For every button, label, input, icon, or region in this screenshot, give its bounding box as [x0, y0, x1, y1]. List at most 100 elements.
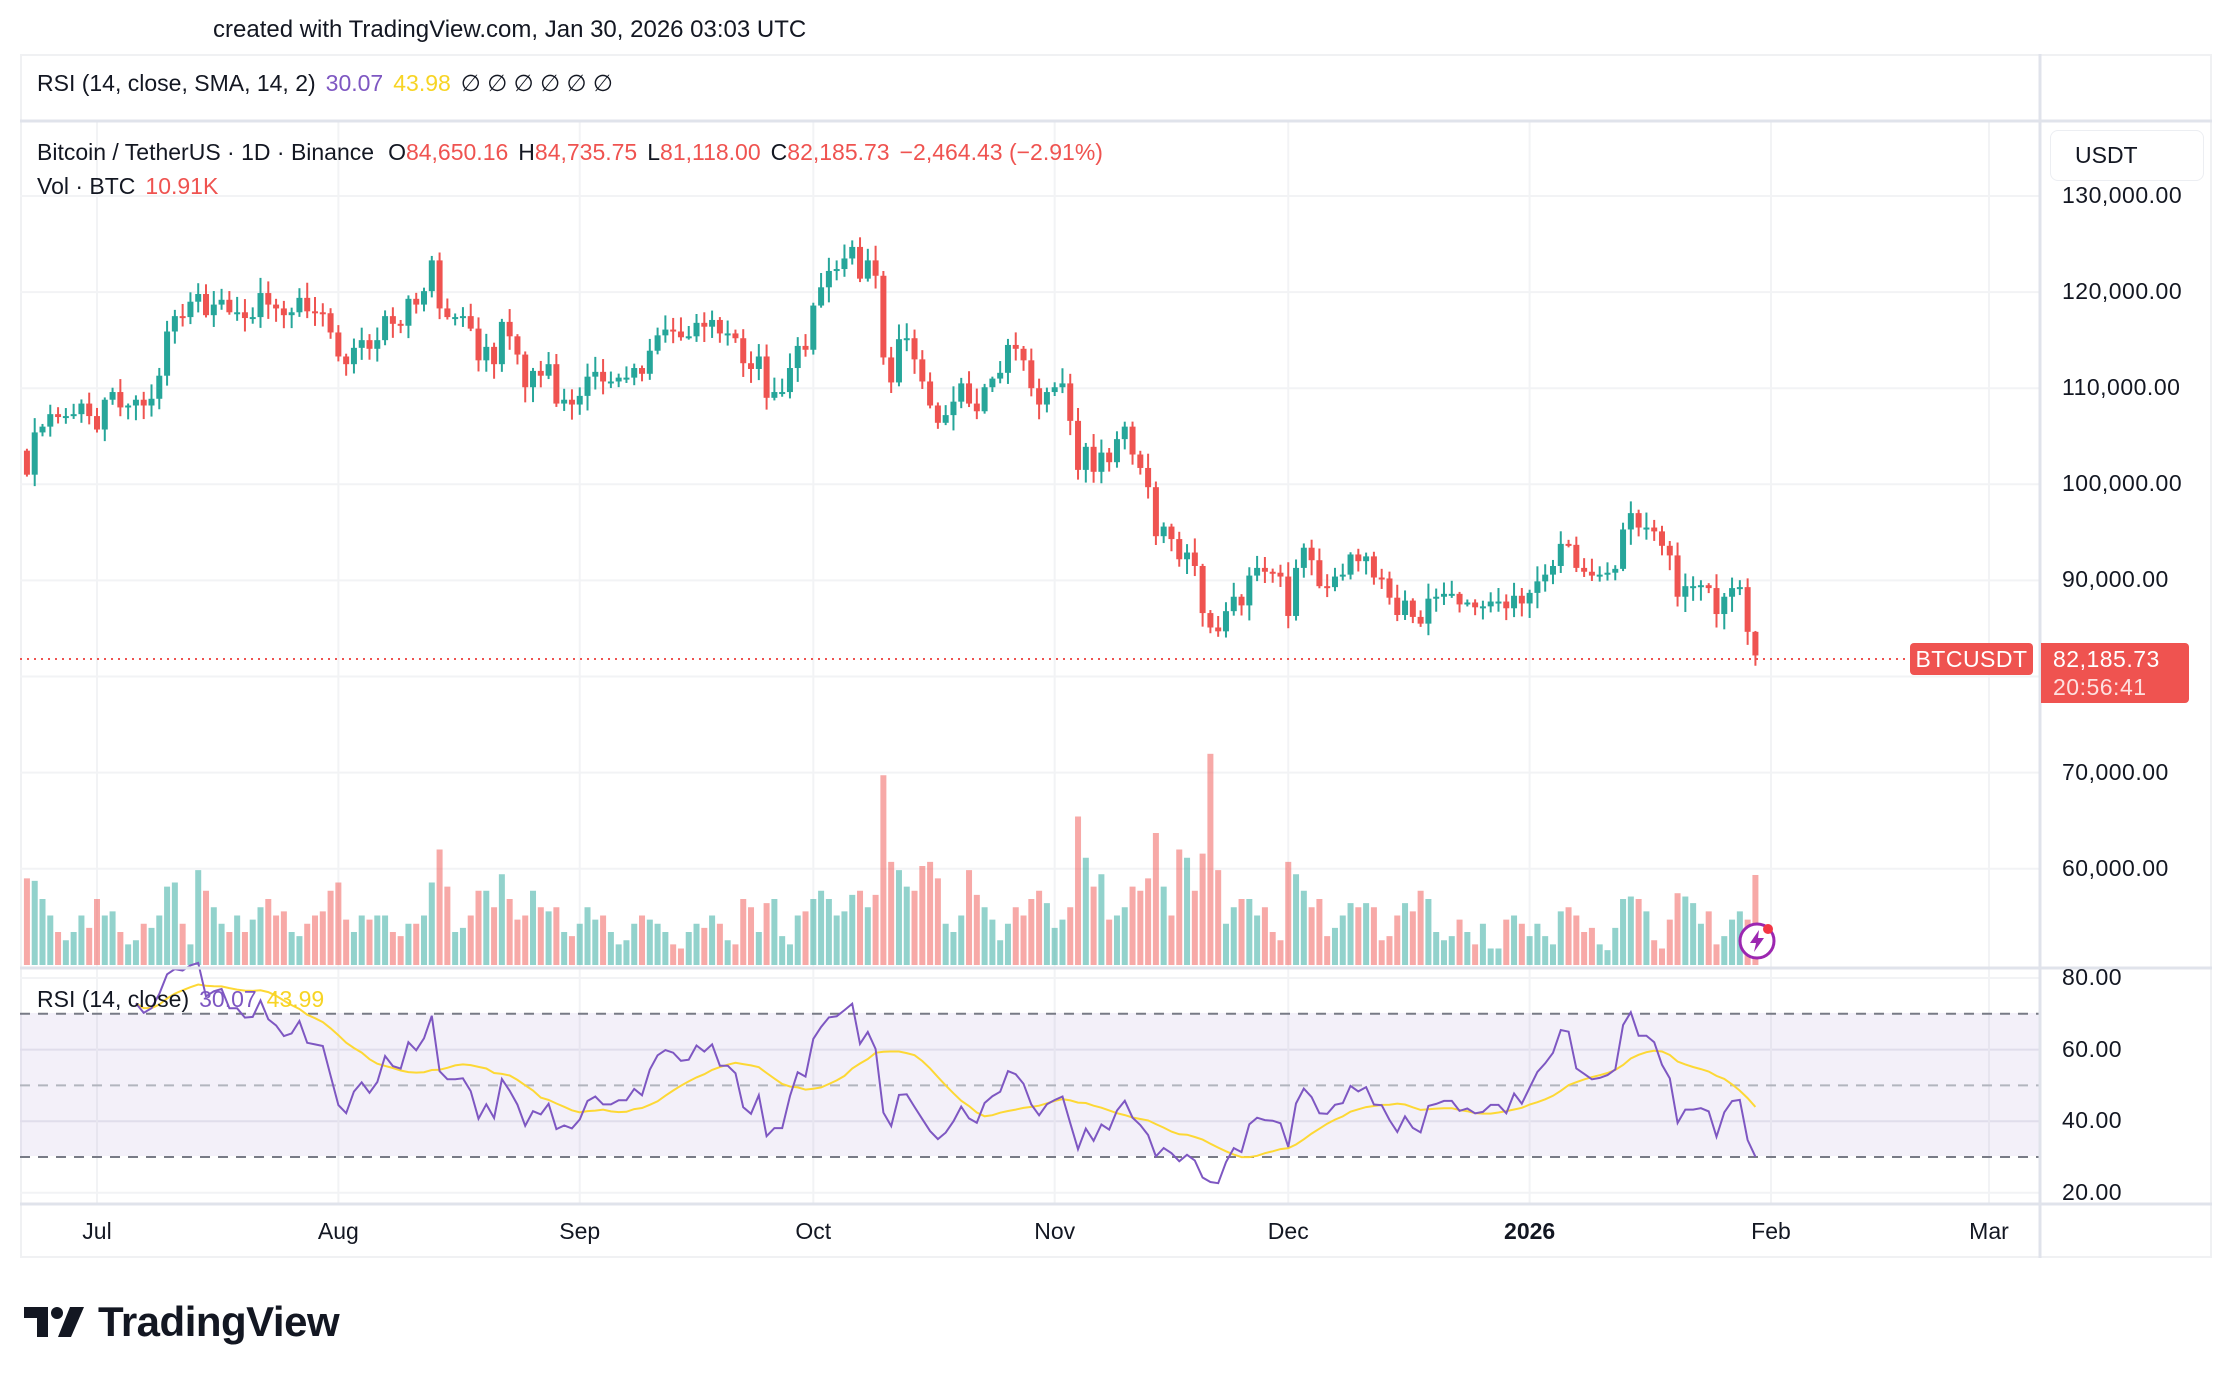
volume-title: Vol · BTC	[37, 173, 136, 199]
volume-bar	[942, 923, 949, 965]
candle	[1635, 509, 1642, 537]
candle	[1308, 539, 1315, 576]
candle	[662, 315, 669, 343]
currency-selector[interactable]: USDT	[2050, 130, 2204, 181]
candle	[1285, 562, 1292, 629]
volume-bar	[187, 944, 194, 965]
volume-bar	[374, 915, 381, 965]
volume-bar	[1199, 853, 1206, 965]
candle	[140, 391, 147, 420]
volume-bar	[1526, 936, 1533, 965]
candle-body	[140, 399, 147, 406]
candle-body	[1051, 387, 1058, 393]
candle-body	[895, 339, 902, 383]
candle	[911, 329, 918, 374]
candle	[366, 334, 373, 360]
volume-bar	[1316, 899, 1323, 965]
volume-bar	[810, 899, 817, 965]
candle	[631, 363, 638, 386]
candle	[1293, 559, 1300, 621]
volume-bar	[857, 890, 864, 965]
open-value: O84,650.16	[388, 139, 508, 166]
candle	[421, 287, 428, 312]
candle-body	[864, 260, 871, 279]
candle-body	[1635, 513, 1642, 528]
volume-bar	[724, 940, 731, 965]
volume-bar	[405, 923, 412, 965]
candle-body	[732, 333, 739, 339]
volume-bar	[117, 932, 124, 965]
candle-body	[1012, 344, 1019, 349]
candle-body	[1277, 572, 1284, 577]
candle	[156, 367, 163, 410]
tradingview-logo[interactable]: TradingView	[24, 1298, 340, 1346]
chart-frame	[20, 54, 2212, 1258]
volume-bar	[1355, 907, 1362, 965]
candle-body	[234, 312, 241, 315]
volume-bar	[1168, 915, 1175, 965]
candle	[825, 257, 832, 303]
candle	[397, 319, 404, 334]
volume-bar	[607, 932, 614, 965]
candle	[1098, 439, 1105, 484]
volume-bar	[498, 874, 505, 965]
candle	[670, 317, 677, 344]
candle-body	[1020, 348, 1027, 361]
candle-body	[1386, 578, 1393, 598]
candle	[498, 318, 505, 372]
candle	[966, 371, 973, 408]
volume-bar	[1472, 944, 1479, 965]
candle-body	[1137, 454, 1144, 468]
candle-body	[1106, 452, 1113, 463]
candle	[39, 423, 46, 437]
volume-bar	[1051, 927, 1058, 965]
volume-bar	[483, 890, 490, 965]
candle	[1036, 378, 1043, 420]
candle-body	[607, 381, 614, 384]
volume-bar	[522, 915, 529, 965]
volume-bar	[1293, 874, 1300, 965]
candle	[312, 297, 319, 326]
rsi-top-legend[interactable]: RSI (14, close, SMA, 14, 2) 30.07 43.98 …	[37, 70, 613, 97]
candle	[62, 408, 69, 424]
main-legend[interactable]: Bitcoin / TetherUS · 1D · Binance O84,65…	[37, 139, 1103, 166]
candle	[70, 403, 77, 419]
candle	[109, 387, 116, 405]
alert-lightning-icon[interactable]	[1737, 921, 1777, 961]
candle-body	[849, 246, 856, 259]
candle-body	[631, 368, 638, 378]
candle	[428, 255, 435, 298]
candle	[444, 298, 451, 320]
candle	[732, 329, 739, 343]
candle-body	[1721, 596, 1728, 615]
candle-body	[273, 304, 280, 309]
high-number: 84,735.75	[534, 139, 638, 165]
candle-body	[1004, 344, 1011, 373]
rsi-pane-legend[interactable]: RSI (14, close) 30.07 43.99	[37, 986, 324, 1013]
volume-bar	[1417, 890, 1424, 965]
time-axis-label: Mar	[1969, 1218, 2009, 1244]
candle	[841, 244, 848, 277]
candle-body	[1588, 571, 1595, 576]
time-axis-label: Jul	[82, 1218, 112, 1244]
candle-body	[483, 346, 490, 361]
candle	[195, 283, 202, 313]
candle	[125, 403, 132, 420]
volume-bar	[1511, 915, 1518, 965]
volume-bar	[1433, 932, 1440, 965]
rsi-pane-sma-value: 43.99	[266, 986, 325, 1012]
rsi-axis-label: 60.00	[2062, 1035, 2123, 1062]
volume-bar	[343, 919, 350, 965]
candle	[1549, 559, 1556, 585]
volume-bar	[623, 940, 630, 965]
open-label: O	[388, 139, 406, 165]
close-value: C82,185.73	[771, 139, 890, 166]
symbol-title: Bitcoin / TetherUS · 1D · Binance	[37, 139, 375, 165]
volume-legend[interactable]: Vol · BTC 10.91K	[37, 173, 218, 200]
candle	[802, 334, 809, 357]
candle	[1129, 421, 1136, 465]
volume-value: 10.91K	[145, 173, 219, 199]
candle-body	[709, 319, 716, 327]
volume-bar	[296, 936, 303, 965]
